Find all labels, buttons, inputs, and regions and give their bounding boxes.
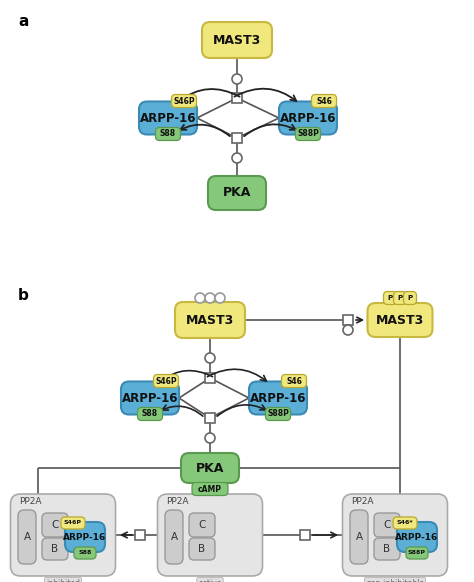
- FancyBboxPatch shape: [202, 22, 272, 58]
- FancyBboxPatch shape: [383, 292, 396, 304]
- Circle shape: [205, 353, 215, 363]
- Text: C: C: [383, 520, 391, 530]
- Bar: [205, 413, 215, 423]
- FancyBboxPatch shape: [295, 127, 320, 140]
- Text: PP2A: PP2A: [19, 497, 42, 506]
- FancyBboxPatch shape: [181, 453, 239, 483]
- FancyBboxPatch shape: [155, 127, 181, 140]
- Text: S88: S88: [160, 130, 176, 139]
- FancyBboxPatch shape: [175, 302, 245, 338]
- Text: S88P: S88P: [267, 410, 289, 418]
- Text: S46*: S46*: [397, 520, 413, 526]
- Text: C: C: [51, 520, 59, 530]
- Text: P: P: [408, 295, 412, 301]
- FancyBboxPatch shape: [10, 494, 116, 576]
- FancyBboxPatch shape: [397, 522, 437, 552]
- Text: A: A: [171, 532, 178, 542]
- Text: b: b: [18, 288, 29, 303]
- Bar: [205, 373, 215, 383]
- FancyBboxPatch shape: [403, 292, 417, 304]
- Text: PP2A: PP2A: [166, 497, 189, 506]
- FancyBboxPatch shape: [249, 381, 307, 414]
- Text: B: B: [199, 544, 206, 554]
- FancyBboxPatch shape: [265, 407, 291, 421]
- Text: S46: S46: [316, 97, 332, 105]
- Text: S46P: S46P: [64, 520, 82, 526]
- Bar: [343, 315, 353, 325]
- Text: PP2A: PP2A: [351, 497, 374, 506]
- FancyBboxPatch shape: [406, 547, 428, 559]
- Text: S88P: S88P: [297, 130, 319, 139]
- Text: MAST3: MAST3: [186, 314, 234, 327]
- Text: S46: S46: [286, 377, 302, 385]
- Text: inhibited: inhibited: [46, 579, 80, 582]
- Text: P: P: [397, 295, 402, 301]
- FancyBboxPatch shape: [172, 94, 197, 108]
- Text: S88: S88: [142, 410, 158, 418]
- Text: PKA: PKA: [196, 462, 224, 474]
- Text: S46P: S46P: [173, 97, 195, 105]
- FancyBboxPatch shape: [393, 292, 407, 304]
- FancyBboxPatch shape: [121, 381, 179, 414]
- Text: P: P: [387, 295, 392, 301]
- FancyBboxPatch shape: [208, 176, 266, 210]
- FancyBboxPatch shape: [374, 538, 400, 560]
- Text: ARPP-16: ARPP-16: [280, 112, 336, 125]
- FancyBboxPatch shape: [42, 538, 68, 560]
- FancyBboxPatch shape: [42, 513, 68, 537]
- Circle shape: [195, 293, 205, 303]
- FancyBboxPatch shape: [65, 522, 105, 552]
- FancyBboxPatch shape: [154, 374, 179, 388]
- FancyBboxPatch shape: [343, 494, 447, 576]
- FancyBboxPatch shape: [282, 374, 307, 388]
- FancyBboxPatch shape: [279, 101, 337, 134]
- Text: MAST3: MAST3: [376, 314, 424, 327]
- FancyBboxPatch shape: [157, 494, 263, 576]
- FancyBboxPatch shape: [393, 517, 417, 529]
- Bar: [232, 93, 242, 103]
- Text: active: active: [198, 579, 222, 582]
- FancyBboxPatch shape: [165, 510, 183, 564]
- Text: MAST3: MAST3: [213, 34, 261, 47]
- Circle shape: [205, 293, 215, 303]
- Text: a: a: [18, 14, 28, 29]
- Circle shape: [343, 325, 353, 335]
- FancyBboxPatch shape: [189, 538, 215, 560]
- FancyBboxPatch shape: [311, 94, 337, 108]
- Circle shape: [215, 293, 225, 303]
- FancyBboxPatch shape: [137, 407, 163, 421]
- FancyBboxPatch shape: [18, 510, 36, 564]
- FancyBboxPatch shape: [61, 517, 85, 529]
- Text: ARPP-16: ARPP-16: [140, 112, 196, 125]
- Text: A: A: [23, 532, 30, 542]
- Text: S88P: S88P: [408, 551, 426, 555]
- Circle shape: [232, 74, 242, 84]
- Text: S46P: S46P: [155, 377, 177, 385]
- Circle shape: [232, 153, 242, 163]
- Text: B: B: [52, 544, 59, 554]
- Bar: [232, 133, 242, 143]
- FancyBboxPatch shape: [192, 482, 228, 495]
- Text: B: B: [383, 544, 391, 554]
- Bar: [300, 530, 310, 540]
- Text: C: C: [198, 520, 206, 530]
- Text: ARPP-16: ARPP-16: [64, 533, 107, 541]
- Text: cAMP: cAMP: [198, 484, 222, 494]
- Text: non-inhibitable: non-inhibitable: [366, 579, 424, 582]
- Text: ARPP-16: ARPP-16: [250, 392, 306, 404]
- FancyBboxPatch shape: [74, 547, 96, 559]
- Bar: [135, 530, 145, 540]
- Text: S88: S88: [78, 551, 91, 555]
- Text: ARPP-16: ARPP-16: [122, 392, 178, 404]
- Circle shape: [205, 433, 215, 443]
- FancyBboxPatch shape: [189, 513, 215, 537]
- Text: A: A: [356, 532, 363, 542]
- Text: PKA: PKA: [223, 186, 251, 200]
- Text: ARPP-16: ARPP-16: [395, 533, 438, 541]
- FancyBboxPatch shape: [367, 303, 432, 337]
- FancyBboxPatch shape: [350, 510, 368, 564]
- FancyBboxPatch shape: [374, 513, 400, 537]
- FancyBboxPatch shape: [139, 101, 197, 134]
